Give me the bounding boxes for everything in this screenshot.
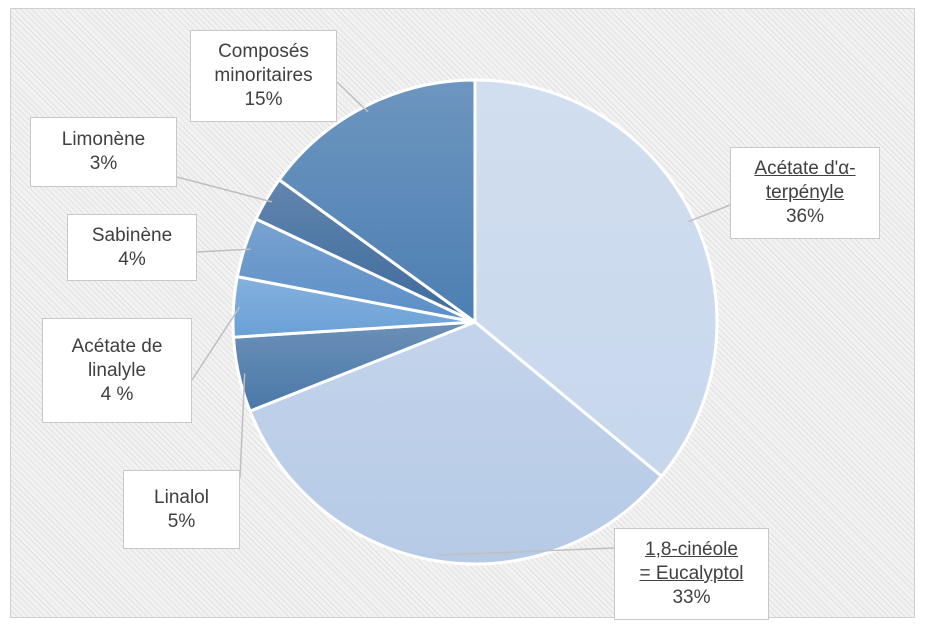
leader-line	[688, 204, 731, 223]
callout-label: Sabinène	[91, 224, 173, 246]
callout-label: Limonène	[61, 129, 146, 150]
callout-composes-minoritaires: Composés minoritaires 15%	[190, 30, 337, 122]
leader-line	[191, 306, 241, 381]
callout-value: 15%	[244, 89, 283, 110]
callout-value: 36%	[785, 206, 825, 227]
callout-acetate-linalyle: Acétate de linalyle 4 %	[42, 318, 192, 423]
callout-acetate-terpenyle: Acétate d'α- terpényle 36%	[730, 147, 880, 239]
callout-label: Acétate d'α- terpényle	[754, 158, 856, 203]
pie-slice	[248, 320, 663, 566]
leader-line	[438, 547, 615, 556]
leader-line	[239, 373, 246, 479]
callout-label: Linalol	[154, 486, 209, 508]
callout-eucalyptol: 1,8-cinéole = Eucalyptol 33%	[614, 528, 769, 620]
callout-value: 5%	[167, 510, 196, 532]
leader-line	[196, 248, 251, 253]
callout-label: 1,8-cinéole = Eucalyptol	[639, 539, 744, 584]
callout-value: 33%	[672, 587, 711, 608]
callout-sabinene: Sabinène 4%	[67, 214, 197, 281]
leader-line	[336, 81, 369, 113]
callout-value: 3%	[89, 153, 118, 174]
callout-linalol: Linalol 5%	[123, 470, 240, 549]
leader-line	[176, 176, 273, 203]
callout-value: 4 %	[100, 383, 134, 405]
callout-value: 4%	[118, 248, 146, 270]
callout-limonene: Limonène 3%	[30, 117, 177, 187]
pie-slice	[277, 78, 477, 324]
callout-label: Acétate de linalyle	[71, 335, 163, 381]
callout-label: Composés minoritaires	[214, 41, 313, 86]
